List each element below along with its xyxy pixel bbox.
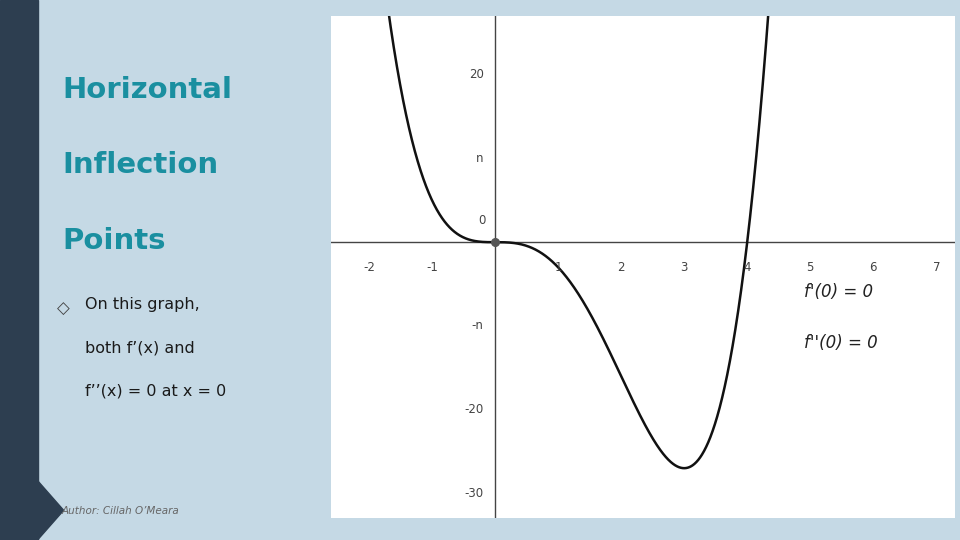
Text: 2: 2 bbox=[617, 260, 625, 274]
Text: ◇: ◇ bbox=[58, 300, 70, 318]
Text: 0: 0 bbox=[478, 214, 486, 227]
Text: -1: -1 bbox=[426, 260, 438, 274]
Text: -n: -n bbox=[472, 319, 484, 333]
Text: 20: 20 bbox=[468, 68, 484, 82]
Text: 7: 7 bbox=[932, 260, 940, 274]
Text: 1: 1 bbox=[554, 260, 562, 274]
Text: Inflection: Inflection bbox=[62, 151, 218, 179]
Text: 5: 5 bbox=[806, 260, 814, 274]
Text: Points: Points bbox=[62, 227, 165, 255]
Text: On this graph,: On this graph, bbox=[84, 297, 200, 312]
Text: f'(0) = 0: f'(0) = 0 bbox=[804, 284, 873, 301]
Text: n: n bbox=[476, 152, 484, 165]
Text: -30: -30 bbox=[465, 487, 484, 500]
Text: 3: 3 bbox=[681, 260, 688, 274]
Text: Author: Cillah O’Meara: Author: Cillah O’Meara bbox=[62, 505, 180, 516]
Text: f’’(x) = 0 at x = 0: f’’(x) = 0 at x = 0 bbox=[84, 383, 227, 399]
Bar bbox=[0, 0, 37, 540]
Text: f''(0) = 0: f''(0) = 0 bbox=[804, 334, 877, 352]
Text: Horizontal: Horizontal bbox=[62, 76, 232, 104]
Polygon shape bbox=[0, 481, 63, 540]
Text: -20: -20 bbox=[465, 403, 484, 416]
Text: -2: -2 bbox=[363, 260, 375, 274]
Text: both f’(x) and: both f’(x) and bbox=[84, 340, 195, 355]
Text: 4: 4 bbox=[743, 260, 751, 274]
Text: 6: 6 bbox=[870, 260, 877, 274]
